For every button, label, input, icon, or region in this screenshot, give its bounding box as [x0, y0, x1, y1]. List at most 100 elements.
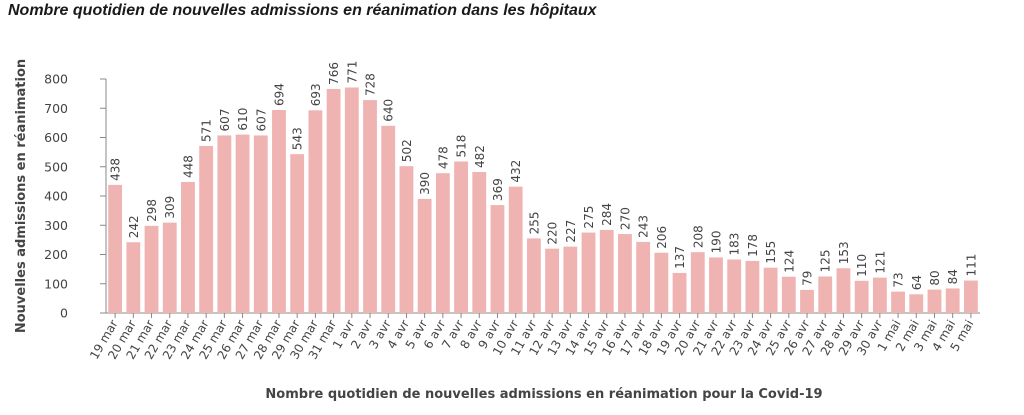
- bar: [945, 288, 960, 313]
- bar: [563, 246, 578, 313]
- y-tick-label: 700: [44, 101, 68, 116]
- bar: [690, 252, 705, 313]
- data-label: 610: [236, 108, 250, 131]
- data-label: 243: [637, 215, 651, 238]
- bar: [344, 87, 359, 313]
- data-label: 607: [218, 109, 232, 132]
- bar: [490, 205, 505, 313]
- data-label: 84: [946, 269, 960, 284]
- data-label: 482: [473, 145, 487, 168]
- data-label: 607: [254, 109, 268, 132]
- data-label: 206: [655, 226, 669, 249]
- bar: [727, 259, 742, 313]
- bar: [290, 154, 305, 313]
- bar: [235, 134, 250, 313]
- data-label: 242: [127, 215, 141, 238]
- bar: [272, 110, 286, 313]
- data-label: 502: [400, 139, 414, 162]
- bar: [672, 272, 687, 313]
- y-tick-label: 800: [44, 72, 68, 87]
- data-label: 255: [527, 212, 541, 235]
- data-label: 178: [746, 234, 760, 257]
- data-label: 432: [509, 160, 523, 183]
- y-tick-label: 500: [44, 159, 68, 174]
- bar: [618, 234, 632, 313]
- bar: [308, 110, 323, 313]
- data-label: 227: [564, 220, 578, 243]
- bar: [417, 198, 432, 313]
- bar: [108, 184, 123, 313]
- bar: [199, 145, 214, 313]
- bar: [454, 161, 468, 313]
- bar: [399, 166, 414, 313]
- bar: [963, 280, 978, 313]
- data-label: 153: [837, 241, 851, 264]
- bar: [836, 268, 851, 313]
- data-label: 80: [928, 270, 942, 285]
- y-tick-label: 200: [44, 247, 68, 262]
- y-axis-label: Nouvelles admissions en réanimation: [14, 59, 29, 333]
- data-label: 125: [819, 250, 833, 273]
- x-axis-label: Nombre quotidien de nouvelles admissions…: [265, 387, 822, 402]
- bar: [909, 294, 924, 313]
- bar: [599, 229, 614, 313]
- data-label: 183: [728, 233, 742, 256]
- bar: [162, 222, 177, 313]
- data-label: 390: [418, 172, 432, 195]
- data-label: 543: [291, 127, 305, 150]
- y-tick-label: 600: [44, 130, 68, 145]
- data-label: 190: [709, 231, 723, 254]
- data-label: 64: [910, 275, 924, 290]
- y-tick-label: 400: [44, 189, 68, 204]
- data-label: 369: [491, 178, 505, 201]
- bar: [181, 181, 195, 313]
- data-label: 208: [691, 225, 705, 248]
- data-label: 771: [345, 61, 359, 84]
- bar: [217, 135, 232, 313]
- bar: [435, 173, 450, 313]
- bar: [927, 289, 942, 313]
- data-label: 275: [582, 206, 596, 229]
- data-label: 693: [309, 83, 323, 106]
- data-label: 309: [163, 196, 177, 219]
- bar: [781, 276, 796, 313]
- bar: [818, 276, 833, 313]
- bar: [126, 242, 141, 313]
- data-label: 438: [109, 158, 123, 181]
- data-label: 121: [873, 251, 887, 274]
- bar: [745, 260, 760, 313]
- bar: [253, 135, 268, 313]
- bar: [545, 248, 560, 313]
- data-label: 79: [801, 271, 815, 286]
- data-label: 694: [272, 83, 286, 106]
- chart-title: Nombre quotidien de nouvelles admissions…: [8, 2, 597, 19]
- bar: [854, 280, 869, 313]
- data-label: 448: [181, 155, 195, 178]
- bar: [381, 125, 396, 313]
- data-label: 728: [364, 73, 378, 96]
- data-label: 518: [455, 135, 469, 158]
- data-label: 766: [327, 62, 341, 85]
- data-label: 137: [673, 246, 687, 269]
- data-label: 571: [200, 119, 214, 142]
- data-label: 110: [855, 254, 869, 277]
- y-tick-label: 100: [44, 276, 68, 291]
- data-label: 155: [764, 241, 778, 264]
- bar: [872, 277, 887, 313]
- bar: [800, 289, 814, 313]
- data-label: 220: [546, 222, 560, 245]
- data-label: 270: [618, 207, 632, 230]
- data-label: 124: [782, 250, 796, 273]
- bar: [891, 291, 905, 313]
- y-tick-label: 0: [60, 306, 68, 321]
- bar: [763, 267, 778, 313]
- data-label: 298: [145, 199, 159, 222]
- bar: [654, 252, 669, 313]
- data-label: 640: [382, 99, 396, 122]
- bar: [472, 172, 487, 313]
- bar: [581, 232, 596, 313]
- bar: [326, 88, 341, 313]
- y-tick-label: 300: [44, 218, 68, 233]
- bar: [709, 257, 723, 313]
